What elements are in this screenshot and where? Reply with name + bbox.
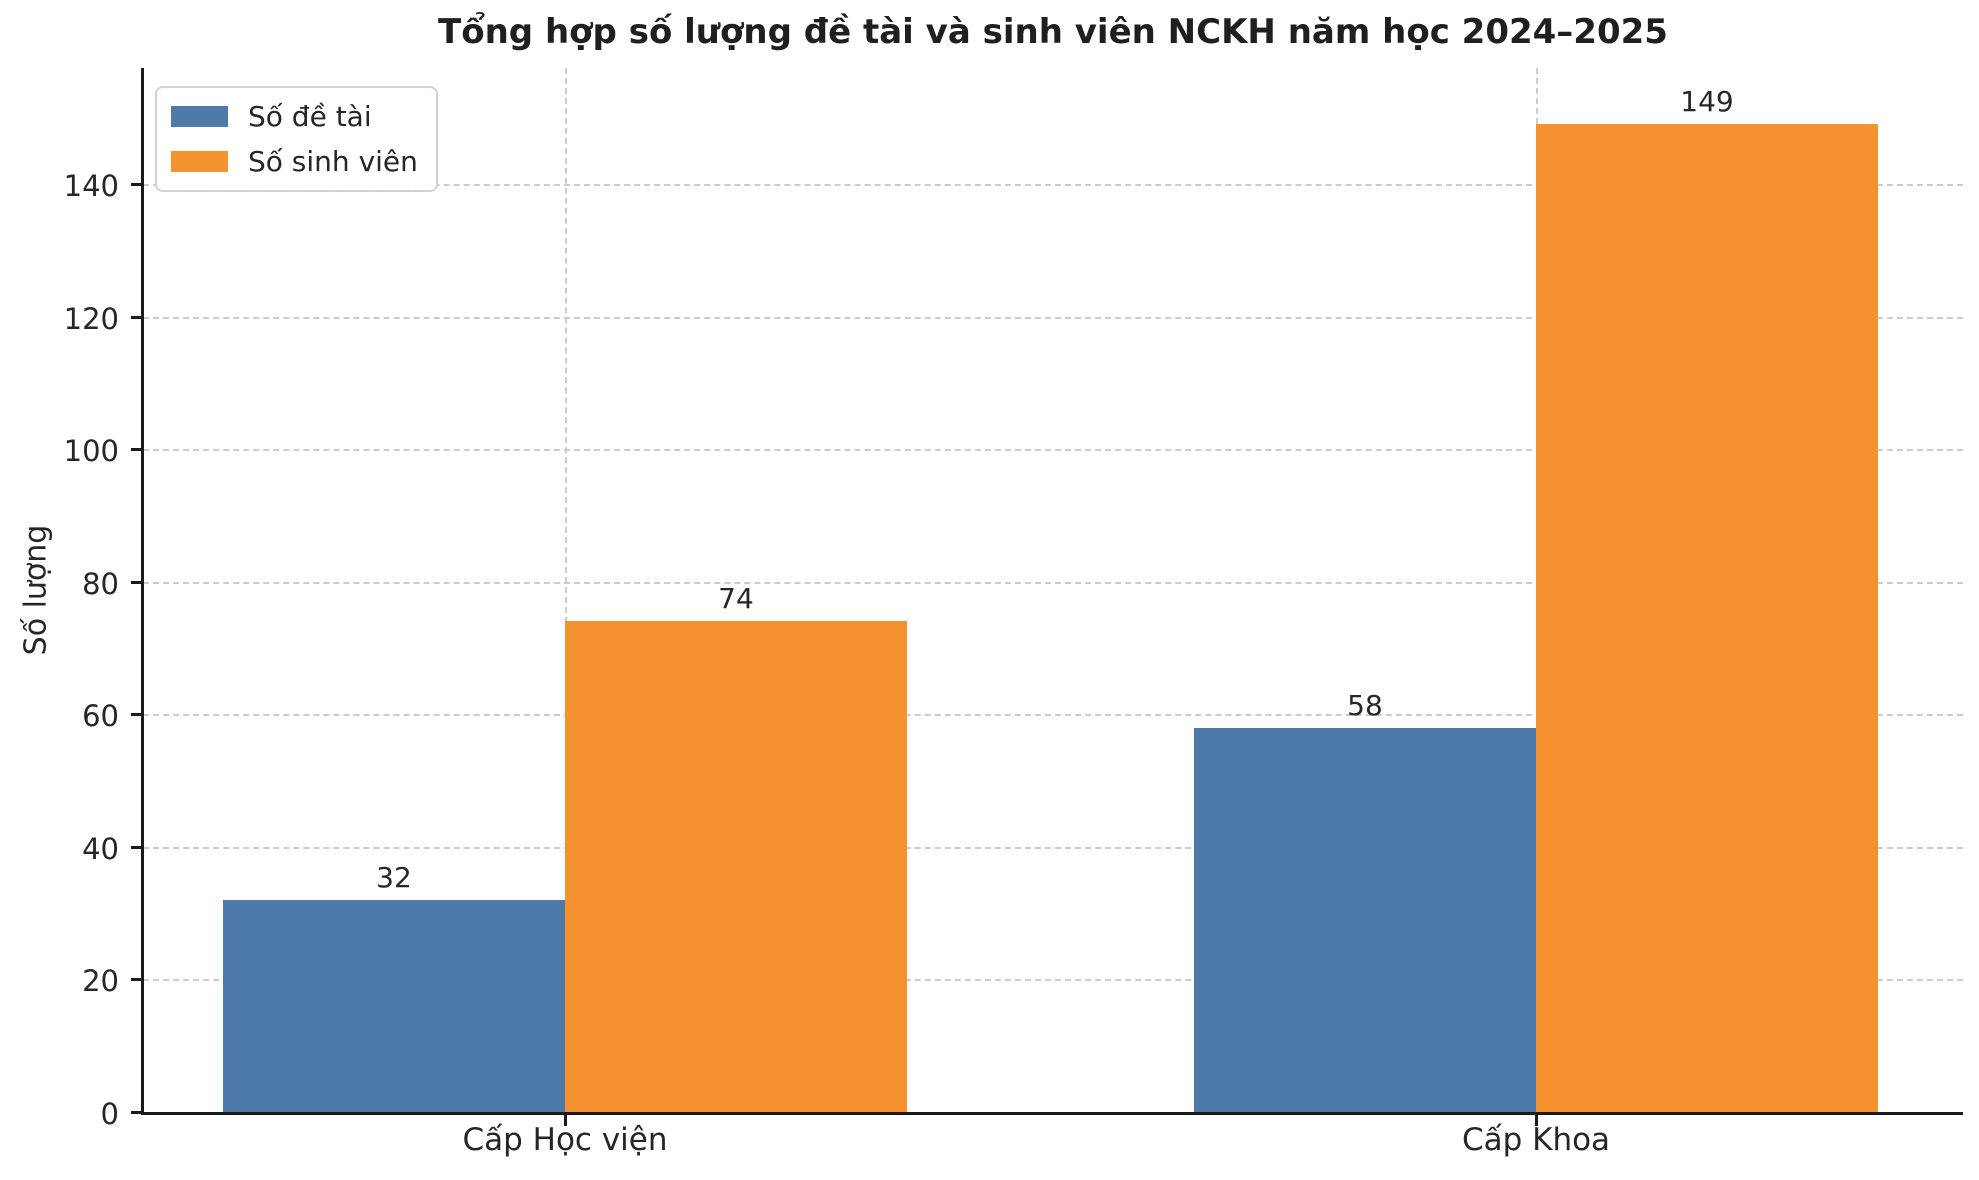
horizontal-gridline: [143, 714, 1963, 717]
horizontal-gridline: [143, 316, 1963, 319]
legend-row: Số đề tài: [171, 100, 418, 133]
y-tick-mark: [131, 183, 143, 186]
legend-swatch-blue: [171, 106, 228, 127]
y-tick-mark: [131, 1111, 143, 1114]
legend-label: Số sinh viên: [248, 145, 418, 178]
bar-value-label: 58: [1347, 688, 1383, 722]
bar-value-label: 32: [376, 860, 412, 894]
horizontal-gridline: [143, 846, 1963, 849]
legend: Số đề tài Số sinh viên: [155, 86, 438, 192]
y-axis-spine: [141, 68, 144, 1115]
bar-orange: [565, 621, 907, 1112]
bar-blue: [1194, 727, 1536, 1112]
legend-row: Số sinh viên: [171, 145, 418, 178]
legend-label: Số đề tài: [248, 100, 372, 133]
y-tick-mark: [131, 580, 143, 584]
x-tick-mark: [564, 1114, 567, 1126]
bar-orange: [1536, 124, 1878, 1112]
bar-blue: [223, 899, 565, 1112]
vertical-gridline: [565, 68, 567, 1112]
x-tick-mark: [1535, 1114, 1538, 1126]
bar-value-label: 149: [1680, 85, 1734, 119]
y-tick-label: 60: [82, 699, 119, 734]
bar-value-label: 74: [718, 582, 754, 616]
y-tick-label: 20: [82, 964, 119, 999]
x-category-label: Cấp Khoa: [1461, 1122, 1611, 1158]
plot-area: 32 74 58 149: [143, 68, 1963, 1112]
chart-title: Tổng hợp số lượng đề tài và sinh viên NC…: [438, 12, 1668, 52]
horizontal-gridline: [143, 184, 1963, 186]
y-tick-label: 140: [63, 169, 119, 203]
y-tick-mark: [131, 448, 143, 452]
y-tick-label: 40: [82, 831, 119, 866]
y-tick-label: 80: [82, 566, 119, 601]
y-tick-label: 120: [63, 301, 119, 336]
legend-swatch-orange: [171, 151, 228, 172]
horizontal-gridline: [143, 979, 1963, 982]
x-category-label: Cấp Học viện: [462, 1122, 668, 1158]
y-tick-mark: [131, 978, 143, 982]
horizontal-gridline: [143, 449, 1963, 452]
y-tick-label: 100: [63, 434, 119, 469]
y-tick-mark: [131, 713, 143, 717]
y-tick-label: 0: [100, 1097, 119, 1131]
horizontal-gridline: [143, 581, 1963, 584]
y-tick-mark: [131, 315, 143, 319]
x-axis-spine: [141, 1112, 1963, 1115]
y-tick-mark: [131, 845, 143, 849]
